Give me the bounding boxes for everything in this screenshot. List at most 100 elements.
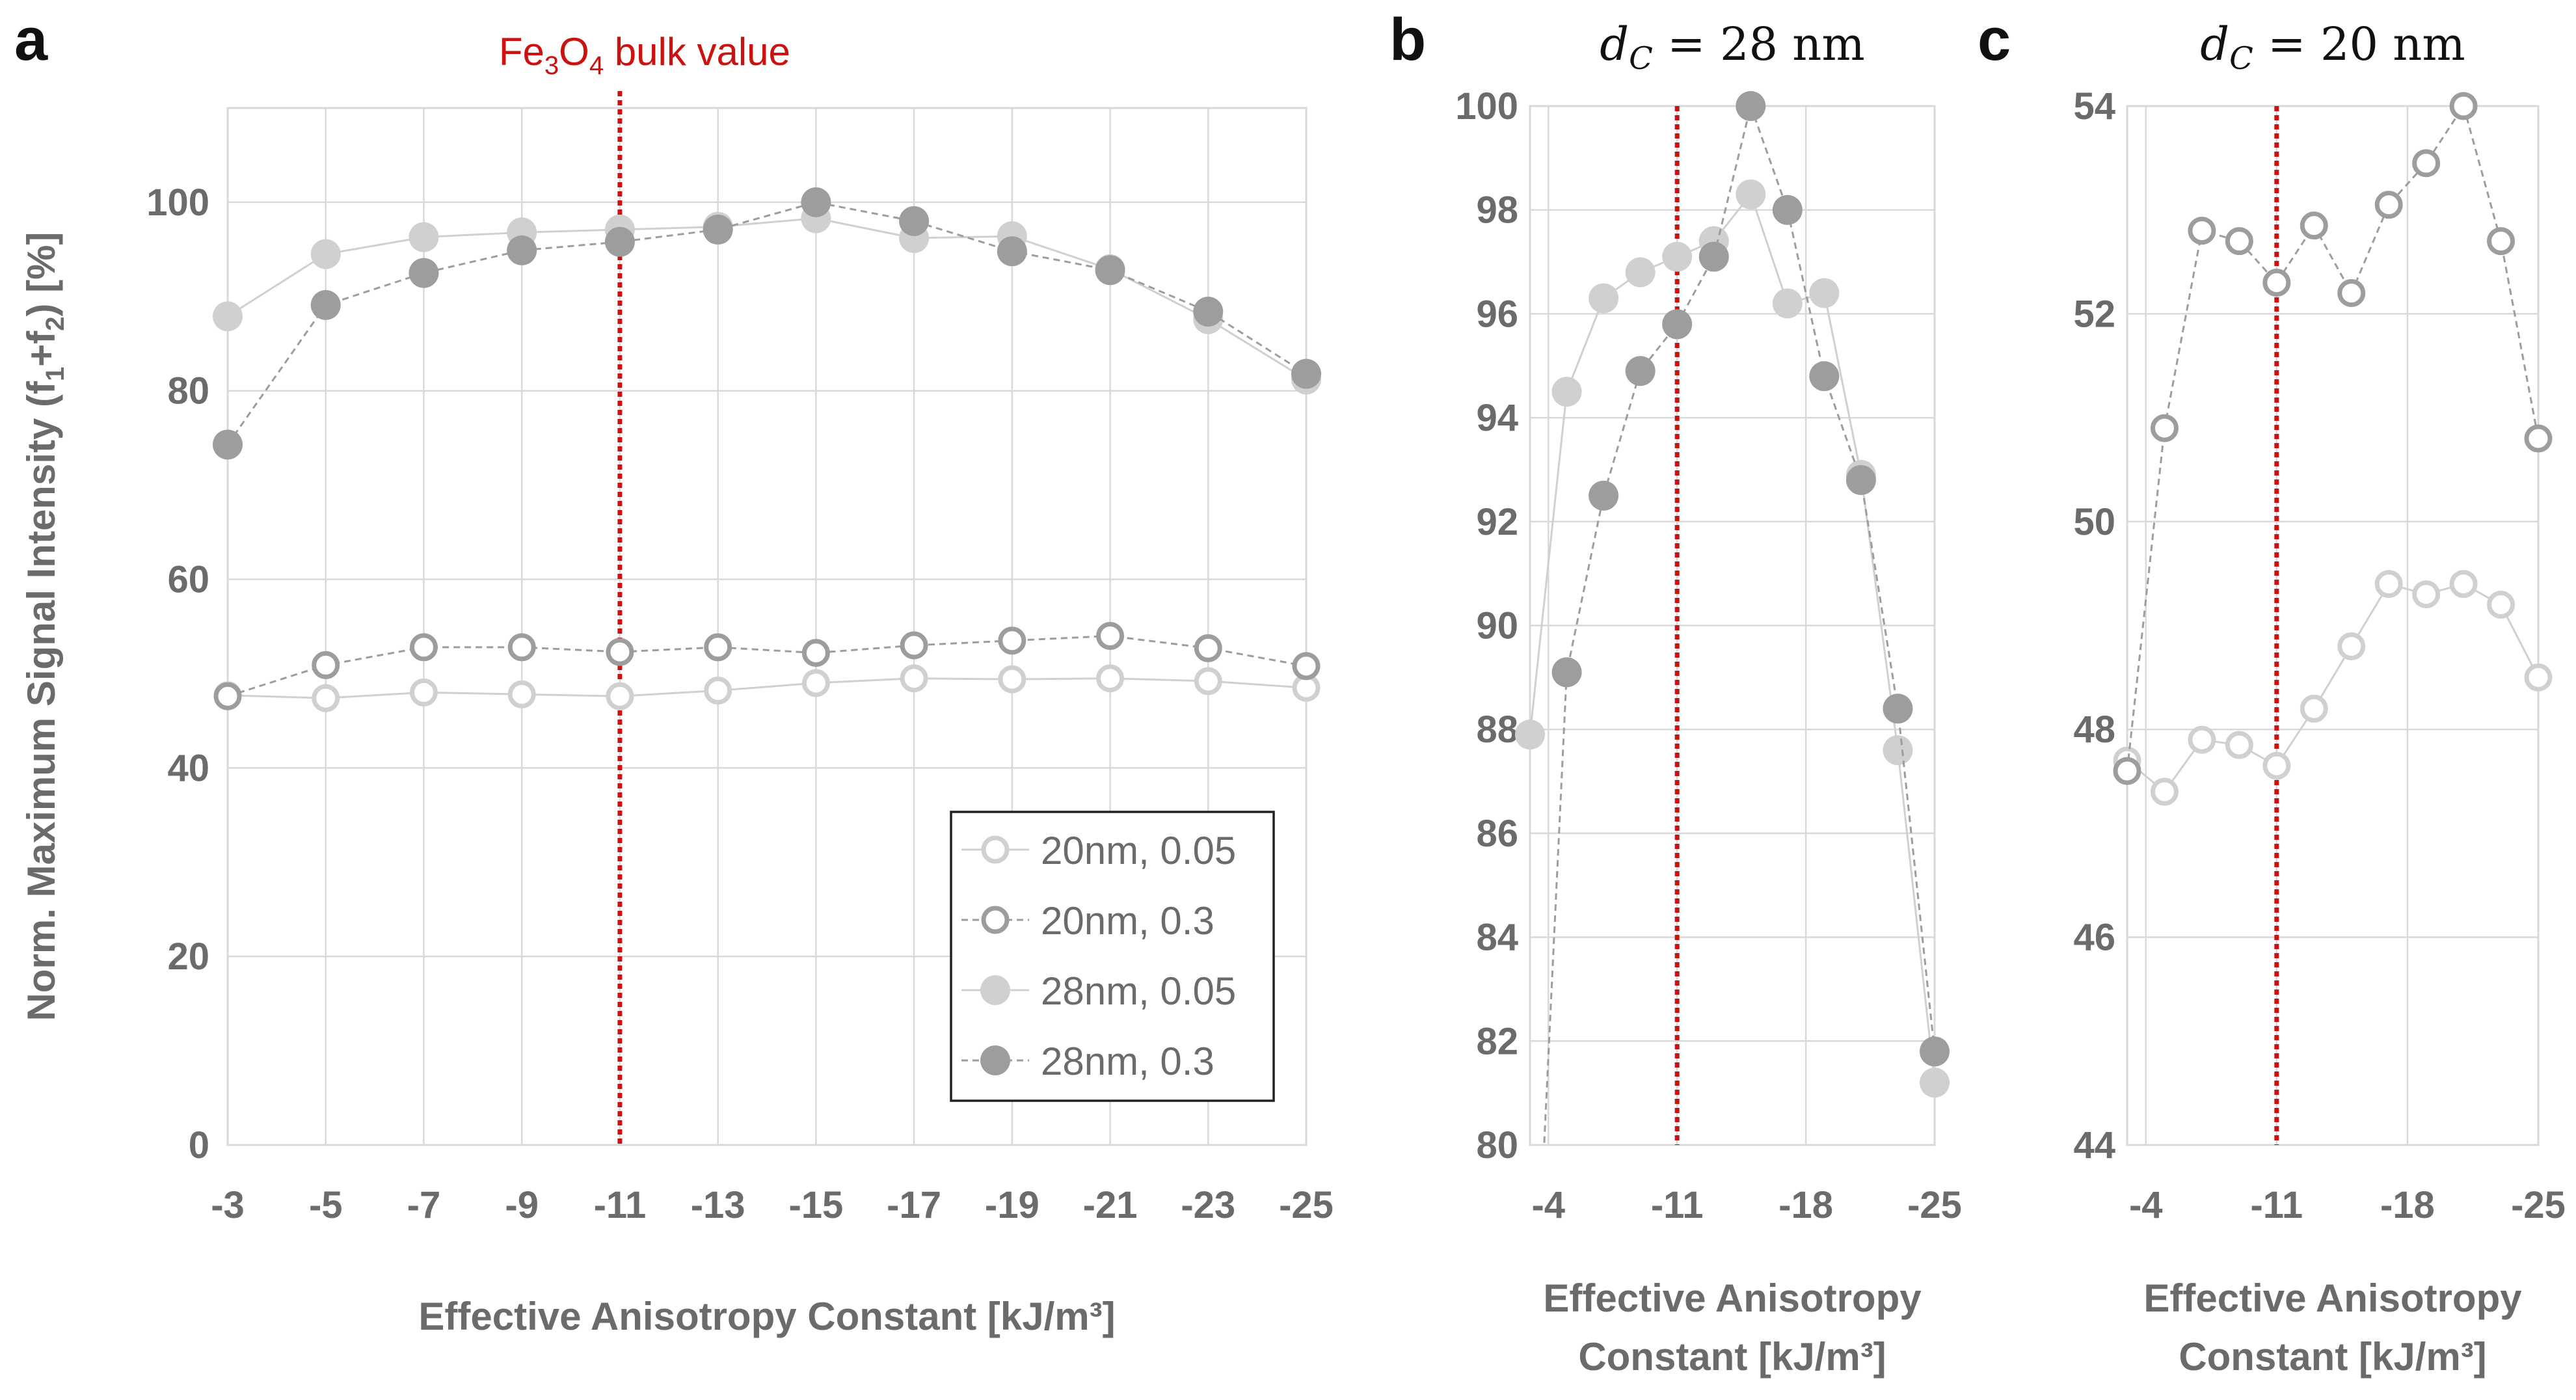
data-point-20nm-0-05-9 xyxy=(1096,664,1125,693)
data-point-28nm-0-05-2 xyxy=(1589,283,1619,314)
data-point-28nm-0-3-7 xyxy=(899,206,930,236)
legend-marker-20nm-0-05 xyxy=(981,835,1010,864)
legend-label-20nm-0-3: 20nm, 0.3 xyxy=(1041,899,1214,943)
data-point-20nm-0-05-7 xyxy=(900,664,928,693)
data-point-28nm-0-3-10 xyxy=(1883,693,1913,724)
plot-frame xyxy=(226,107,1308,1146)
panel-a: 0 20 40 60 80 100 -3 -5 -7 -9 -11 -13 -15 -17 -19 -21 -2… xyxy=(20,30,1334,1338)
x-tick-label: -11 xyxy=(2250,1184,2303,1226)
data-point-20nm-0-05-8 xyxy=(2412,580,2441,609)
x-tick-label: -21 xyxy=(1083,1184,1138,1226)
data-point-28nm-0-3-6 xyxy=(1736,91,1766,121)
y-tick-label: 54 xyxy=(2073,85,2115,128)
data-point-20nm-0-3-4 xyxy=(2262,268,2291,297)
y-tick-label: 82 xyxy=(1476,1020,1518,1062)
data-point-28nm-0-3-8 xyxy=(997,236,1027,267)
y-tick-label: 94 xyxy=(1476,397,1518,439)
series-line-28nm-0-05 xyxy=(227,217,1307,381)
data-point-20nm-0-3-8 xyxy=(2412,149,2441,178)
data-point-20nm-0-05-11 xyxy=(2524,663,2553,692)
series-line-28nm-0-3 xyxy=(1543,102,1936,1145)
data-point-28nm-0-05-11 xyxy=(1920,1068,1950,1098)
panel-title-text: = 20 nm xyxy=(2253,18,2465,71)
data-point-28nm-0-3-10 xyxy=(1193,297,1224,327)
annotation-subscript: 3 xyxy=(544,51,559,80)
x-axis-title-line1: Effective Anisotropy xyxy=(2143,1276,2522,1320)
data-point-20nm-0-3-2 xyxy=(409,633,438,662)
y-tick-label: 90 xyxy=(1476,605,1518,647)
data-point-20nm-0-05-8 xyxy=(998,665,1026,693)
data-point-20nm-0-3-6 xyxy=(2337,278,2366,307)
y-tick-label: 98 xyxy=(1476,189,1518,232)
bulk-value-annotation: Fe3O4 bulk value xyxy=(499,30,790,80)
data-point-28nm-0-3-8 xyxy=(1809,361,1840,392)
data-point-20nm-0-3-3 xyxy=(2225,227,2253,256)
legend-label-28nm-0-05: 28nm, 0.05 xyxy=(1041,969,1236,1013)
data-point-28nm-0-05-3 xyxy=(1625,257,1656,288)
data-point-20nm-0-3-11 xyxy=(1292,652,1321,680)
panel-c: 44 46 48 50 52 54 -4 -11 -18 -25 dC = 20 nm Effecti… xyxy=(2073,18,2565,1379)
data-point-20nm-0-05-7 xyxy=(2374,570,2403,599)
data-point-20nm-0-05-9 xyxy=(2449,570,2478,599)
x-tick-label: -19 xyxy=(985,1184,1040,1226)
y-tick-label: 40 xyxy=(167,747,209,789)
data-point-28nm-0-3-1 xyxy=(1551,657,1582,688)
data-point-28nm-0-05-8 xyxy=(1809,278,1840,308)
data-point-20nm-0-3-4 xyxy=(606,638,634,666)
x-tick-label: -7 xyxy=(407,1184,441,1226)
x-tick-label: -11 xyxy=(1651,1184,1704,1226)
data-point-20nm-0-05-6 xyxy=(801,669,830,697)
data-point-28nm-0-3-4 xyxy=(604,226,635,257)
y-axis-title-subscript: 1 xyxy=(41,367,70,381)
panel-title: dC = 20 nm xyxy=(2200,18,2465,77)
data-point-20nm-0-05-10 xyxy=(2487,591,2516,619)
data-point-20nm-0-3-0 xyxy=(213,682,242,710)
panel-title-text: d xyxy=(1600,18,1629,71)
y-tick-label: 60 xyxy=(167,559,209,601)
y-axis-title-text: Norm. Maximum Signal Intensity (f xyxy=(20,381,63,1021)
y-axis-title: Norm. Maximum Signal Intensity (f1+f2) [… xyxy=(20,232,70,1021)
x-tick-label: -5 xyxy=(309,1184,343,1226)
y-tick-label: 48 xyxy=(2073,708,2115,751)
data-point-28nm-0-3-6 xyxy=(801,187,831,217)
data-point-20nm-0-05-4 xyxy=(606,682,634,710)
x-axis-title-line1: Effective Anisotropy xyxy=(1543,1276,1922,1320)
data-point-28nm-0-05-1 xyxy=(1551,377,1582,407)
y-tick-label: 20 xyxy=(167,936,209,978)
data-point-28nm-0-3-1 xyxy=(310,289,341,320)
data-point-28nm-0-3-3 xyxy=(507,235,537,265)
y-axis-title-subscript: 2 xyxy=(41,316,70,330)
y-axis-title-text: ) [%] xyxy=(20,232,63,317)
y-tick-label: 80 xyxy=(1476,1124,1518,1166)
legend-marker-20nm-0-3 xyxy=(981,906,1010,934)
legend-label-28nm-0-3: 28nm, 0.3 xyxy=(1041,1040,1214,1083)
y-tick-label: 46 xyxy=(2073,917,2115,959)
panel-b: 80 82 84 86 88 90 92 94 96 98 100 -4 -11 -18 -25 dC = 2… xyxy=(1455,18,1962,1379)
data-point-28nm-0-3-3 xyxy=(1625,356,1656,386)
panel-label-a: a xyxy=(14,7,48,73)
series-line-20nm-0-3 xyxy=(227,634,1307,697)
data-point-28nm-0-3-9 xyxy=(1095,255,1125,286)
data-point-20nm-0-05-5 xyxy=(2300,694,2328,723)
annotation-text: Fe xyxy=(499,30,544,74)
x-tick-label: -23 xyxy=(1181,1184,1235,1226)
data-point-20nm-0-3-6 xyxy=(801,639,830,667)
series-line-28nm-0-05 xyxy=(1529,192,1936,1083)
panel-title-subscript: C xyxy=(2229,40,2253,77)
data-point-28nm-0-3-9 xyxy=(1845,464,1876,495)
data-point-20nm-0-05-6 xyxy=(2337,632,2366,660)
x-tick-label: -17 xyxy=(887,1184,941,1226)
data-point-20nm-0-05-2 xyxy=(409,678,438,707)
data-point-20nm-0-05-3 xyxy=(507,680,536,708)
data-point-20nm-0-3-7 xyxy=(2374,191,2403,219)
annotation-text: O xyxy=(559,30,589,74)
x-tick-label: -15 xyxy=(788,1184,843,1226)
data-point-20nm-0-05-4 xyxy=(2262,751,2291,780)
x-tick-label: -3 xyxy=(211,1184,245,1226)
y-tick-label: 100 xyxy=(146,182,209,224)
y-tick-label: 96 xyxy=(1476,293,1518,335)
series-line-20nm-0-05 xyxy=(227,677,1307,699)
panel-title-text: d xyxy=(2200,18,2229,71)
data-point-20nm-0-3-5 xyxy=(704,633,732,662)
data-point-20nm-0-3-10 xyxy=(2487,227,2516,256)
